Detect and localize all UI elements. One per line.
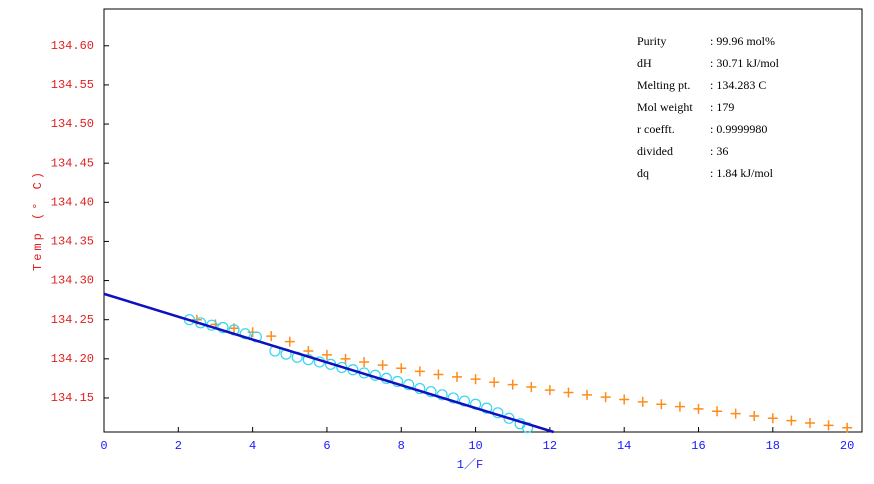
x-tick-label: 4 <box>249 439 256 453</box>
plus-marker <box>377 360 388 371</box>
y-tick-label: 134.40 <box>51 195 94 209</box>
y-tick-label: 134.55 <box>51 78 94 92</box>
plus-marker <box>451 371 462 382</box>
annotation-value: : 30.71 kJ/mol <box>710 56 780 70</box>
plus-marker <box>656 399 667 410</box>
circle-marker <box>447 392 459 404</box>
y-tick-label: 134.25 <box>51 313 94 327</box>
plus-marker <box>507 379 518 390</box>
annotation-value: : 134.283 C <box>710 78 766 92</box>
annotation-label: dq <box>637 166 649 180</box>
plus-marker <box>266 331 277 342</box>
circle-marker <box>521 422 534 434</box>
plot-frame <box>103 8 863 433</box>
x-tick-label: 6 <box>323 439 330 453</box>
plus-marker <box>619 394 630 405</box>
circle-marker <box>458 395 471 407</box>
y-tick-label: 134.15 <box>51 391 94 405</box>
plus-marker <box>563 387 574 398</box>
y-axis-label: Temp (° C) <box>31 169 45 271</box>
annotation-value: : 1.84 kJ/mol <box>710 166 774 180</box>
x-tick-label: 14 <box>617 439 631 453</box>
plus-marker <box>637 396 648 407</box>
plus-marker <box>823 420 834 431</box>
x-tick-label: 18 <box>766 439 780 453</box>
x-tick-label: 2 <box>175 439 182 453</box>
x-axis-label: 1／F <box>457 457 483 472</box>
annotation-label: Mol weight <box>637 100 693 114</box>
annotation-label: r coefft. <box>637 122 675 136</box>
plus-marker <box>786 415 797 426</box>
plus-marker <box>433 369 444 380</box>
x-tick-label: 12 <box>543 439 557 453</box>
plus-marker <box>359 356 370 367</box>
x-tick-label: 8 <box>398 439 405 453</box>
y-tick-label: 134.30 <box>51 274 94 288</box>
circle-marker <box>302 354 314 366</box>
plus-marker <box>284 336 295 347</box>
y-tick-label: 134.45 <box>51 156 94 170</box>
y-tick-label: 134.60 <box>51 39 94 53</box>
plus-marker <box>396 363 407 374</box>
fit-line <box>103 292 554 434</box>
plus-marker <box>749 410 760 421</box>
plus-marker <box>470 374 481 385</box>
x-tick-label: 0 <box>100 439 107 453</box>
x-tick-label: 20 <box>840 439 854 453</box>
plus-marker <box>712 406 723 417</box>
y-tick-label: 134.20 <box>51 352 94 366</box>
plus-marker <box>674 401 685 412</box>
plus-marker <box>321 349 332 360</box>
plus-marker <box>489 377 500 388</box>
circle-marker <box>503 412 515 424</box>
x-tick-label: 16 <box>691 439 705 453</box>
plus-marker <box>414 366 425 377</box>
plus-marker <box>544 385 555 396</box>
circle-marker <box>239 328 251 340</box>
plus-marker <box>693 403 704 414</box>
annotation-label: Melting pt. <box>637 78 690 92</box>
plus-marker <box>526 382 537 392</box>
plus-marker <box>582 389 593 400</box>
plus-marker <box>804 418 815 428</box>
annotation-label: Purity <box>637 34 666 48</box>
annotation-value: : 0.9999980 <box>710 122 767 136</box>
plus-marker <box>600 392 611 403</box>
annotation-value: : 99.96 mol% <box>710 34 775 48</box>
y-tick-label: 134.50 <box>51 117 94 131</box>
y-tick-label: 134.35 <box>51 235 94 249</box>
plus-marker <box>842 422 853 433</box>
annotation-label: dH <box>637 56 652 70</box>
plus-marker <box>730 408 741 419</box>
circle-marker <box>481 402 493 414</box>
annotation-label: divided <box>637 144 673 158</box>
circle-marker <box>217 321 229 334</box>
circle-marker <box>436 389 448 401</box>
annotation-value: : 179 <box>710 100 734 114</box>
x-tick-label: 10 <box>468 439 482 453</box>
plus-marker <box>340 353 351 364</box>
annotation-value: : 36 <box>710 144 728 158</box>
plus-marker <box>767 413 778 424</box>
